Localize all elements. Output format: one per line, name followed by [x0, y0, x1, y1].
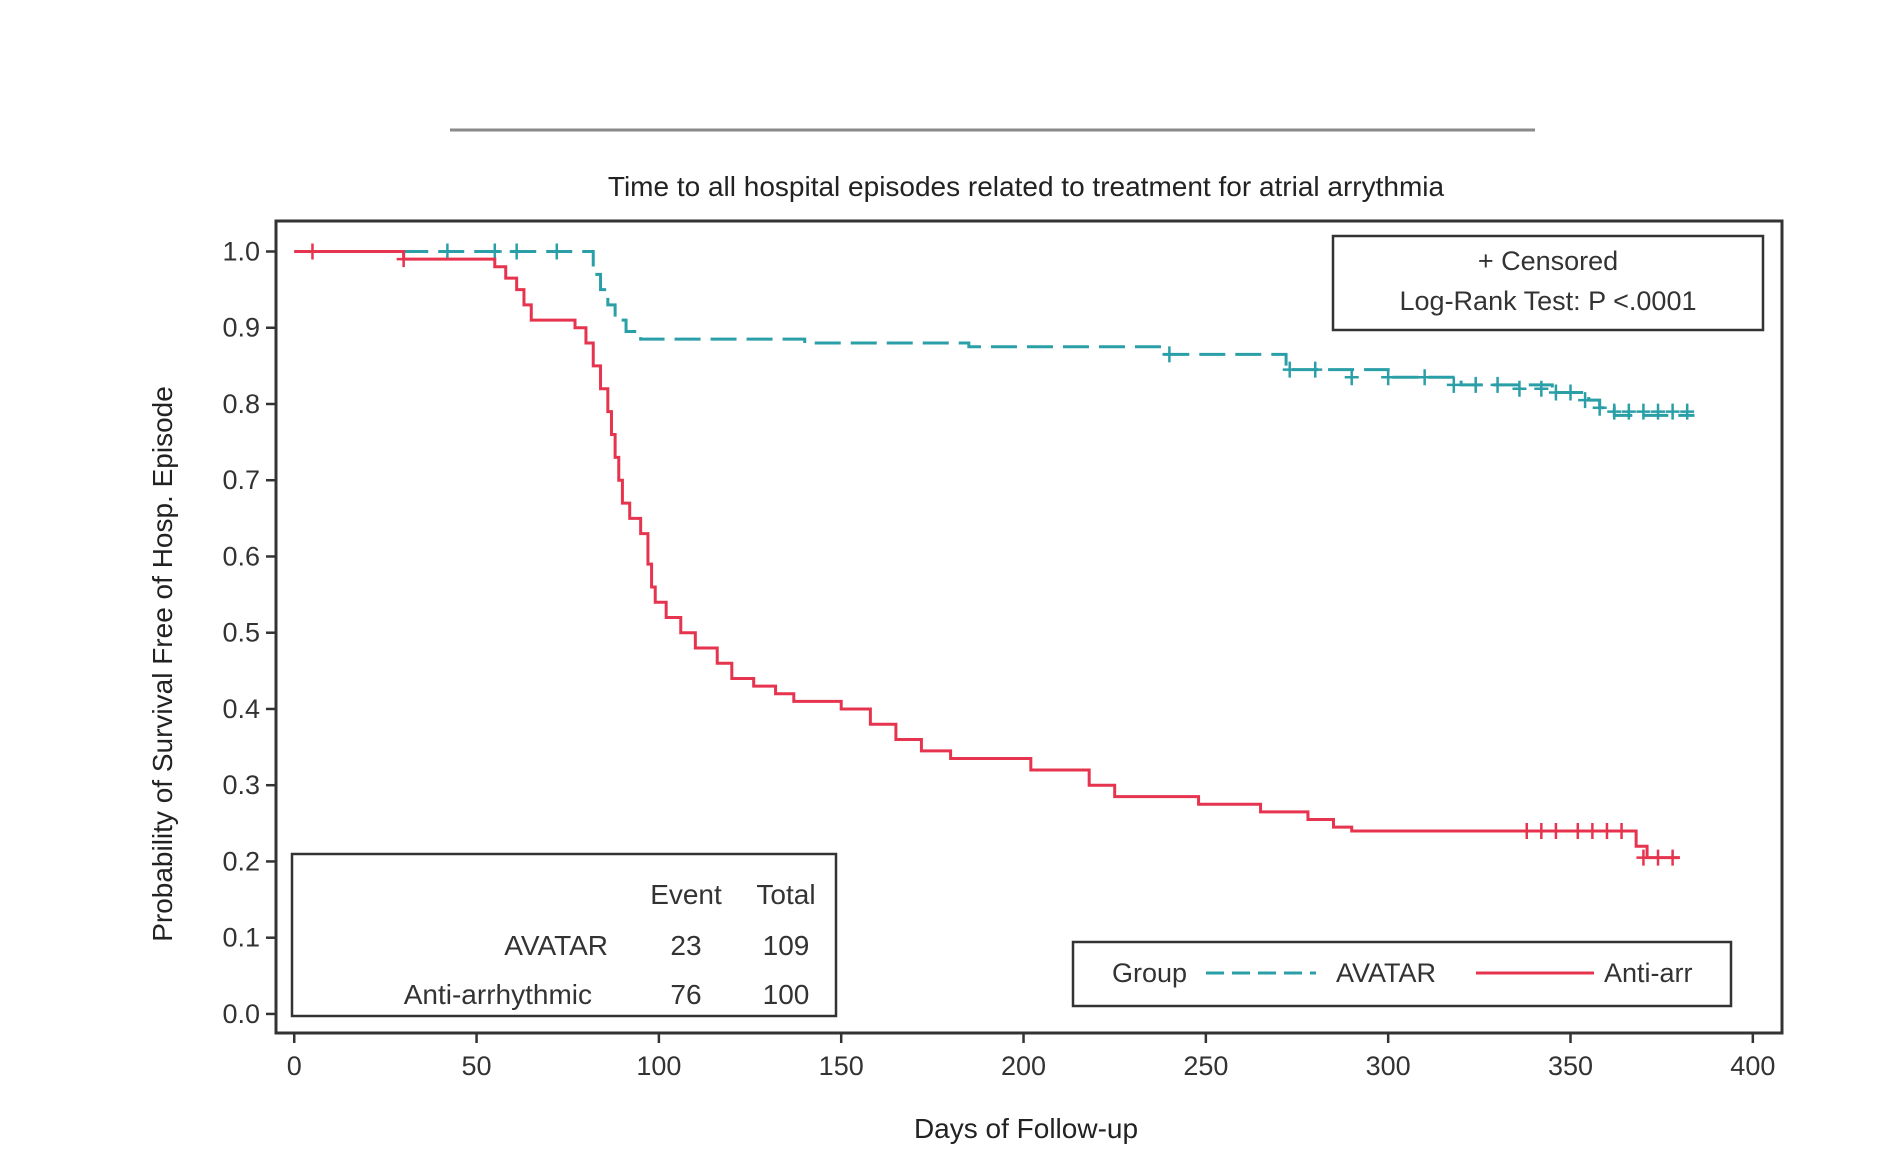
- x-tick-label: 300: [1366, 1051, 1411, 1081]
- series-avatar-censor-mark: [549, 243, 564, 260]
- series-avatar-censor-mark: [1548, 384, 1563, 401]
- x-tick-label: 400: [1730, 1051, 1775, 1081]
- risk-row-avatar-event: 23: [670, 930, 701, 961]
- series-avatar-censor-mark: [1636, 403, 1651, 420]
- series-avatar-censor-mark: [1578, 392, 1593, 409]
- series-anti-censor-mark: [1636, 849, 1651, 866]
- series-avatar-censor-mark: [1665, 403, 1680, 420]
- logrank-note: Log-Rank Test: P <.0001: [1400, 286, 1697, 316]
- x-axis-label: Days of Follow-up: [914, 1113, 1138, 1144]
- x-tick-label: 50: [462, 1051, 492, 1081]
- risk-row-anti-group: Anti-arrhythmic: [404, 979, 592, 1010]
- y-tick-label: 0.0: [222, 999, 260, 1029]
- series-avatar-censor-mark: [1680, 403, 1695, 420]
- risk-table-frame: [290, 852, 838, 1018]
- series-avatar-censor-mark: [1607, 403, 1622, 420]
- legend-frame: [1071, 940, 1733, 1008]
- risk-row-anti-total: 100: [763, 979, 810, 1010]
- series-anti-censor-mark: [1519, 822, 1534, 839]
- legend-anti-label: Anti-arr: [1604, 958, 1693, 988]
- series-avatar-censor-mark: [1308, 361, 1323, 378]
- legend-title: Group: [1112, 958, 1187, 988]
- y-tick-label: 0.3: [222, 770, 260, 800]
- x-tick-label: 150: [819, 1051, 864, 1081]
- y-tick-label: 0.8: [222, 389, 260, 419]
- series-avatar-censor-mark: [487, 243, 502, 260]
- x-tick-label: 350: [1548, 1051, 1593, 1081]
- series-anti-line: [294, 249, 1680, 860]
- series-avatar-censor-mark: [1162, 346, 1177, 363]
- y-tick-label: 1.0: [222, 236, 260, 266]
- risk-row-avatar-total: 109: [763, 930, 810, 961]
- series-anti-censor-mark: [1548, 822, 1563, 839]
- series-anti-censor-mark: [1614, 822, 1629, 839]
- series-avatar-censor-mark: [440, 243, 455, 260]
- y-tick-label: 0.1: [222, 923, 260, 953]
- y-tick-label: 0.2: [222, 846, 260, 876]
- series-anti-censor-mark: [1665, 849, 1680, 866]
- y-tick-label: 0.7: [222, 465, 260, 495]
- series-avatar-censor-mark: [509, 243, 524, 260]
- series-avatar-censor-mark: [1344, 369, 1359, 386]
- annotation-frame: [1331, 234, 1765, 332]
- series-anti-censor-mark: [1570, 822, 1585, 839]
- series-anti-censor-mark: [305, 243, 320, 260]
- series-avatar-censor-mark: [1563, 384, 1578, 401]
- series-anti-censor-mark: [1534, 822, 1549, 839]
- series-anti-censor-mark: [1651, 849, 1666, 866]
- series-avatar-line: [294, 249, 1695, 417]
- series-anti-censor-mark: [396, 251, 411, 268]
- chart-title: Time to all hospital episodes related to…: [608, 171, 1445, 202]
- series-anti-censor-mark: [1585, 822, 1600, 839]
- series-avatar-censor-mark: [1651, 403, 1666, 420]
- risk-row-avatar-group: AVATAR: [504, 930, 608, 961]
- y-axis: 0.0 0.1 0.2 0.3 0.4 0.5 0.6 0.7 0.8 0.9 1.0: [222, 236, 276, 1029]
- y-tick-label: 0.5: [222, 618, 260, 648]
- series-avatar-censor-mark: [1621, 403, 1636, 420]
- series-avatar-censor-mark: [1446, 376, 1461, 393]
- x-axis: 0 50 100 150 200 250 300 350 400: [287, 1033, 1775, 1081]
- risk-row-anti-event: 76: [670, 979, 701, 1010]
- series-avatar-censor-mark: [1512, 380, 1527, 397]
- y-tick-label: 0.9: [222, 313, 260, 343]
- legend-avatar-label: AVATAR: [1336, 958, 1436, 988]
- series-avatar-censor-mark: [1282, 361, 1297, 378]
- x-tick-label: 100: [636, 1051, 681, 1081]
- series-layer: [294, 243, 1695, 866]
- y-axis-label: Probability of Survival Free of Hosp. Ep…: [147, 386, 178, 942]
- y-tick-label: 0.6: [222, 541, 260, 571]
- x-tick-label: 0: [287, 1051, 302, 1081]
- x-tick-label: 200: [1001, 1051, 1046, 1081]
- risk-header-event: Event: [650, 879, 722, 910]
- series-avatar-censor-mark: [1534, 380, 1549, 397]
- series-avatar-censor-mark: [1381, 369, 1396, 386]
- x-tick-label: 250: [1183, 1051, 1228, 1081]
- series-avatar-censor-mark: [1468, 376, 1483, 393]
- censored-note: + Censored: [1478, 246, 1618, 276]
- risk-table: Event Total AVATAR 23 109 Anti-arrhythmi…: [290, 852, 838, 1018]
- legend: Group AVATAR Anti-arr: [1071, 940, 1733, 1008]
- series-avatar-censor-mark: [1490, 376, 1505, 393]
- risk-header-total: Total: [756, 879, 815, 910]
- series-avatar-censor-mark: [1592, 399, 1607, 416]
- series-anti-censor-mark: [1599, 822, 1614, 839]
- series-avatar-censor-mark: [1417, 369, 1432, 386]
- annotation-box: + Censored Log-Rank Test: P <.0001: [1331, 234, 1765, 332]
- y-tick-label: 0.4: [222, 694, 260, 724]
